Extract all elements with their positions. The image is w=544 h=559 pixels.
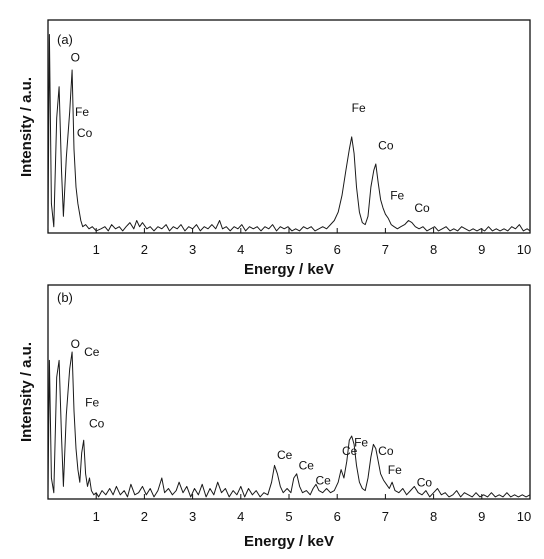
x-tick-label: 1 — [93, 509, 100, 524]
peak-label: Fe — [388, 463, 402, 477]
x-tick-label: 4 — [237, 509, 244, 524]
panel-a-xtick-labels: 1 2 3 4 5 6 7 8 9 10 — [93, 242, 532, 257]
x-tick-label: 10 — [517, 242, 531, 257]
peak-label: Fe — [85, 396, 99, 410]
peak-label: Ce — [299, 459, 315, 473]
panel-a-y-axis-label: Intensity / a.u. — [18, 77, 35, 177]
peak-label: Co — [417, 475, 433, 489]
panel-a-frame — [47, 19, 531, 234]
x-tick-label: 3 — [189, 509, 196, 524]
panel-b-xticks — [95, 494, 483, 499]
x-tick-label: 4 — [237, 242, 244, 257]
peak-label: Fe — [75, 105, 89, 119]
x-tick-label: 1 — [93, 242, 100, 257]
peak-label: O — [71, 337, 80, 351]
panel-b-label: (b) — [57, 290, 73, 305]
peak-label: Ce — [84, 345, 100, 359]
peak-label: Co — [378, 138, 394, 152]
peak-label: Fe — [352, 101, 366, 115]
peak-label: Co — [77, 126, 93, 140]
peak-label: O — [71, 51, 80, 65]
x-tick-label: 2 — [141, 509, 148, 524]
panel-b-y-axis-label: Intensity / a.u. — [18, 342, 35, 442]
panel-b-frame — [47, 284, 531, 500]
x-tick-label: 10 — [517, 509, 531, 524]
x-tick-label: 9 — [478, 509, 485, 524]
panel-a-peak-labels: O Fe Co Fe Co Fe Co — [71, 51, 430, 215]
panel-a: (a) 1 2 3 4 5 6 7 8 9 10 O Fe Co Fe Co Fe Co Energy / k… — [18, 19, 532, 278]
peak-label: Ce — [342, 444, 358, 458]
x-tick-label: 7 — [382, 242, 389, 257]
peak-label: Co — [414, 201, 430, 215]
x-tick-label: 3 — [189, 242, 196, 257]
peak-label: Co — [378, 444, 394, 458]
x-tick-label: 7 — [382, 509, 389, 524]
panel-b-spectrum-line — [47, 351, 531, 498]
peak-label: Ce — [316, 473, 332, 487]
x-tick-label: 2 — [141, 242, 148, 257]
panel-a-xticks — [95, 228, 483, 233]
x-tick-label: 9 — [478, 242, 485, 257]
peak-label: Fe — [354, 436, 368, 450]
x-tick-label: 6 — [334, 509, 341, 524]
panel-a-label: (a) — [57, 32, 73, 47]
x-tick-label: 5 — [285, 242, 292, 257]
x-tick-label: 8 — [430, 509, 437, 524]
peak-label: Ce — [277, 448, 293, 462]
panel-a-x-axis-label: Energy / keV — [244, 261, 334, 278]
peak-label: Co — [89, 417, 105, 431]
peak-label: Fe — [390, 189, 404, 203]
panel-b-x-axis-label: Energy / keV — [244, 533, 334, 550]
x-tick-label: 8 — [430, 242, 437, 257]
panel-b-xtick-labels: 1 2 3 4 5 6 7 8 9 10 — [93, 509, 532, 524]
panel-a-spectrum-line — [47, 34, 531, 232]
x-tick-label: 5 — [285, 509, 292, 524]
x-tick-label: 6 — [334, 242, 341, 257]
panel-b: (b) 1 2 3 4 5 6 7 8 9 10 OCeFeCoCeCeCeCeFeCoFeCo … — [18, 284, 532, 550]
